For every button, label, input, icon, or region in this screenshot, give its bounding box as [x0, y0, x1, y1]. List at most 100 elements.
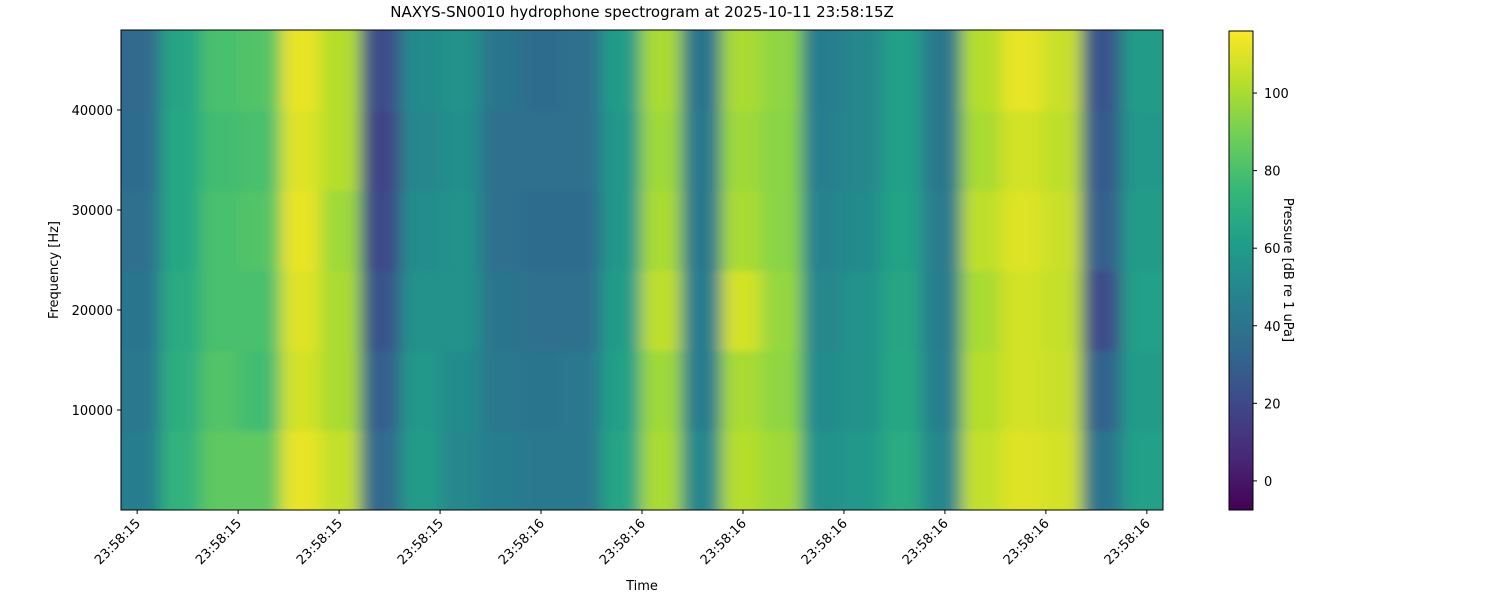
heatmap-cell — [721, 30, 764, 111]
heatmap-cell — [440, 269, 483, 351]
heatmap-cell — [1001, 269, 1044, 351]
heatmap-cell — [280, 429, 323, 510]
heatmap-cell — [601, 30, 643, 111]
x-tick-label: 23:58:15 — [294, 516, 346, 568]
heatmap-cell — [1041, 429, 1084, 510]
x-tick-label: 23:58:15 — [395, 516, 447, 568]
heatmap-cell — [400, 109, 443, 191]
heatmap-cell — [961, 109, 1004, 191]
heatmap-cell — [160, 109, 203, 191]
heatmap-cell — [520, 30, 564, 111]
x-tick-label: 23:58:16 — [799, 516, 851, 568]
heatmap-cell — [121, 349, 163, 431]
heatmap-cell — [921, 429, 964, 510]
heatmap-cell — [240, 349, 283, 431]
heatmap-cell — [601, 349, 643, 431]
heatmap-cell — [881, 269, 924, 351]
x-tick-label: 23:58:16 — [1102, 516, 1154, 568]
heatmap-cell — [480, 429, 523, 510]
x-tick-label: 23:58:16 — [698, 516, 750, 568]
heatmap-cell — [160, 429, 203, 510]
x-tick-label: 23:58:15 — [92, 516, 144, 568]
heatmap-cell — [721, 269, 764, 351]
heatmap-cell — [641, 189, 684, 271]
heatmap-cell — [1081, 349, 1124, 431]
colorbar-tick-label: 20 — [1264, 397, 1281, 412]
heatmap-cell — [400, 349, 443, 431]
heatmap-cell — [1081, 30, 1124, 111]
heatmap-cell — [721, 429, 764, 510]
heatmap-cell — [160, 189, 203, 271]
heatmap-cell — [320, 30, 363, 111]
x-tick-label: 23:58:16 — [496, 516, 548, 568]
heatmap-cell — [320, 109, 363, 191]
heatmap-cell — [440, 429, 483, 510]
heatmap-cell — [160, 30, 203, 111]
heatmap-cell — [1121, 349, 1163, 431]
heatmap-cell — [601, 269, 643, 351]
heatmap-cell — [240, 429, 283, 510]
heatmap-cell — [681, 349, 724, 431]
heatmap-cell — [961, 349, 1004, 431]
heatmap-cell — [961, 30, 1004, 111]
heatmap-cell — [1121, 269, 1163, 351]
heatmap-cell — [280, 189, 323, 271]
heatmap-cell — [280, 30, 323, 111]
heatmap-cell — [520, 429, 564, 510]
heatmap-cell — [921, 269, 964, 351]
heatmap-cell — [200, 429, 243, 510]
heatmap-cell — [641, 429, 684, 510]
heatmap-cell — [921, 349, 964, 431]
heatmap-cell — [280, 109, 323, 191]
heatmap-cell — [561, 269, 604, 351]
x-tick-label: 23:58:15 — [193, 516, 245, 568]
heatmap-cell — [641, 30, 684, 111]
heatmap-cell — [1081, 109, 1124, 191]
heatmap-cell — [801, 349, 844, 431]
heatmap-cell — [681, 189, 724, 271]
heatmap-cell — [520, 349, 564, 431]
heatmap-cell — [121, 189, 163, 271]
heatmap-cell — [400, 189, 443, 271]
heatmap-cell — [881, 349, 924, 431]
colorbar-tick-label: 0 — [1264, 475, 1272, 490]
heatmap-cell — [561, 349, 604, 431]
heatmap-cell — [721, 349, 764, 431]
heatmap-cell — [200, 349, 243, 431]
colorbar — [1228, 30, 1254, 511]
heatmap-cell — [761, 30, 804, 111]
x-tick-label: 23:58:16 — [900, 516, 952, 568]
heatmap-cell — [801, 189, 844, 271]
heatmap-cell — [801, 109, 844, 191]
heatmap-cell — [1041, 269, 1084, 351]
heatmap-cell — [200, 189, 243, 271]
heatmap-cell — [601, 189, 643, 271]
heatmap-cell — [1081, 269, 1124, 351]
heatmap-cell — [681, 429, 724, 510]
heatmap-cell — [1121, 30, 1163, 111]
heatmap-cell — [601, 109, 643, 191]
heatmap-cell — [200, 109, 243, 191]
heatmap-cell — [841, 349, 884, 431]
x-axis-label: Time — [625, 579, 658, 594]
heatmap-cell — [1001, 349, 1044, 431]
colorbar-tick-label: 100 — [1264, 87, 1289, 102]
heatmap-cell — [1001, 30, 1044, 111]
heatmap-cell — [320, 269, 363, 351]
colorbar-tick-label: 40 — [1264, 320, 1281, 335]
heatmap-cell — [280, 269, 323, 351]
heatmap-cell — [240, 269, 283, 351]
heatmap — [121, 30, 1163, 510]
heatmap-cell — [200, 269, 243, 351]
heatmap-cell — [561, 429, 604, 510]
heatmap-cell — [961, 269, 1004, 351]
heatmap-cell — [1041, 189, 1084, 271]
heatmap-cell — [1041, 30, 1084, 111]
y-tick-label: 10000 — [72, 404, 113, 419]
colorbar-tick-label: 60 — [1264, 242, 1281, 257]
heatmap-cell — [240, 189, 283, 271]
heatmap-cell — [881, 109, 924, 191]
heatmap-cell — [841, 30, 884, 111]
heatmap-cell — [440, 30, 483, 111]
heatmap-cell — [160, 269, 203, 351]
